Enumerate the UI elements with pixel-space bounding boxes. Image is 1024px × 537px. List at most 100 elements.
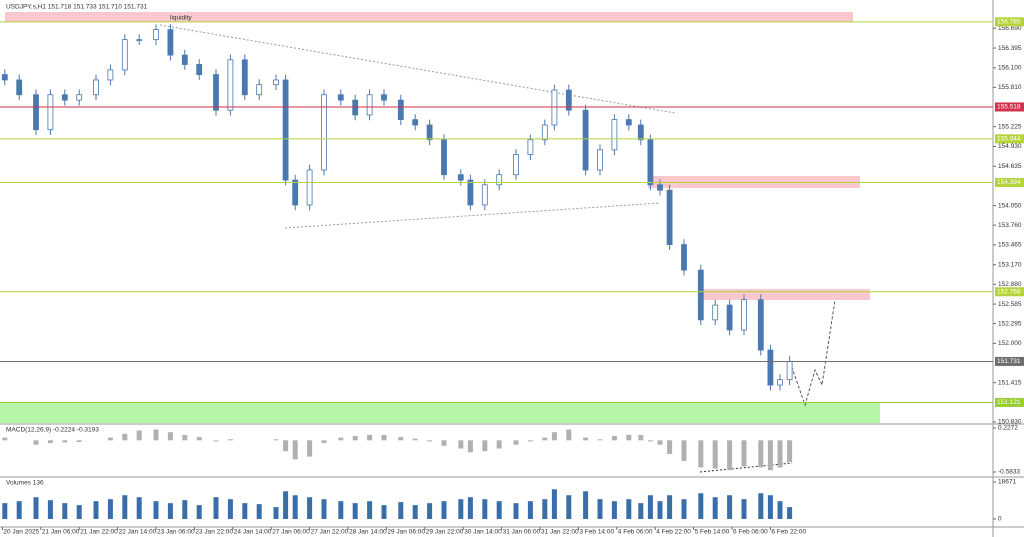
bar	[741, 440, 747, 467]
y-tick-label: 152.295	[998, 320, 1022, 327]
bar	[611, 501, 617, 519]
price-badge	[995, 356, 1024, 366]
candle-body	[1, 74, 8, 81]
bar	[321, 440, 327, 444]
bar	[227, 439, 233, 441]
bar	[667, 440, 673, 454]
bar	[467, 497, 473, 519]
bar	[16, 501, 22, 519]
trendline	[284, 202, 661, 229]
bar	[136, 430, 142, 441]
bar	[292, 495, 298, 519]
candle-body	[496, 174, 503, 186]
x-tick-label: 30 Jan 14:00	[464, 529, 502, 536]
price-badge-label: 151.121	[997, 399, 1021, 406]
bar	[787, 440, 793, 463]
candle-body	[712, 304, 719, 321]
bar	[657, 440, 663, 445]
liquidity-zone	[5, 12, 853, 22]
bar	[467, 440, 473, 453]
bar	[398, 437, 404, 441]
bar	[611, 435, 617, 441]
bar	[758, 440, 764, 468]
candle-body	[47, 94, 54, 131]
bar	[712, 440, 718, 469]
bar	[647, 495, 653, 519]
bar	[767, 495, 773, 519]
candle-body	[107, 69, 114, 81]
bar	[657, 501, 663, 519]
bar	[638, 434, 644, 441]
bar	[458, 440, 464, 449]
bar	[182, 434, 188, 441]
candle-body	[167, 29, 174, 56]
x-tick-label: 6 Feb 22:00	[771, 529, 806, 536]
candle-body	[33, 94, 39, 131]
bar	[777, 501, 783, 519]
bar	[33, 440, 39, 445]
bar	[412, 438, 418, 441]
y-tick-label: 156.690	[998, 25, 1022, 32]
y-tick-label: 155.810	[998, 84, 1022, 91]
divergence-line	[699, 462, 793, 473]
candle-body	[196, 64, 203, 75]
y-tick-label: 153.760	[998, 222, 1022, 229]
bar	[527, 501, 533, 519]
bar	[352, 503, 358, 519]
bar	[367, 434, 373, 441]
candle-body	[625, 119, 632, 126]
y-tick-label: 154.635	[998, 163, 1022, 170]
demand-zone	[0, 402, 880, 423]
bar	[626, 499, 632, 519]
y-tick-label: 152.585	[998, 301, 1022, 308]
x-tick-label: 4 Feb 22:00	[656, 529, 691, 536]
y-tick-label: 0	[998, 516, 1002, 523]
bar	[273, 439, 279, 441]
candle-body	[306, 169, 313, 206]
bar	[513, 440, 519, 445]
bar	[33, 497, 39, 519]
bar	[338, 437, 344, 441]
bar	[647, 440, 653, 442]
supply-zone	[700, 289, 870, 300]
bar	[712, 497, 718, 519]
x-tick-label: 22 Jan 14:00	[119, 529, 157, 536]
price-badge-label: 151.731	[997, 358, 1021, 365]
bar	[597, 499, 603, 519]
candle-body	[426, 124, 433, 141]
price-badge-label: 154.394	[997, 179, 1021, 186]
candle-body	[16, 79, 23, 96]
x-tick-label: 3 Feb 14:00	[579, 529, 614, 536]
bar	[427, 503, 433, 519]
candle-body	[93, 79, 99, 96]
bar	[167, 432, 173, 441]
candle-body	[527, 139, 534, 155]
candle-body	[582, 109, 589, 171]
price-badge-label: 155.518	[997, 104, 1021, 111]
bar	[213, 497, 219, 519]
bar	[367, 501, 373, 519]
bar	[338, 501, 344, 519]
bar	[482, 499, 488, 519]
candle-body	[467, 179, 474, 206]
price-badge	[995, 17, 1024, 27]
bar	[153, 429, 159, 441]
bar	[777, 440, 783, 468]
bar	[626, 434, 632, 441]
bar	[566, 495, 572, 519]
bar	[47, 440, 53, 444]
price-badge	[995, 397, 1024, 407]
candle-body	[227, 59, 234, 111]
x-tick-label: 31 Jan 06:00	[503, 529, 541, 536]
x-tick-label: 21 Jan 06:00	[42, 529, 80, 536]
candle-body	[292, 179, 299, 206]
bar	[698, 440, 704, 468]
bar	[542, 499, 548, 519]
bar	[307, 440, 313, 457]
candle-body	[121, 39, 128, 71]
candle-body	[767, 349, 774, 386]
bar	[107, 437, 113, 441]
candle-body	[611, 119, 618, 151]
